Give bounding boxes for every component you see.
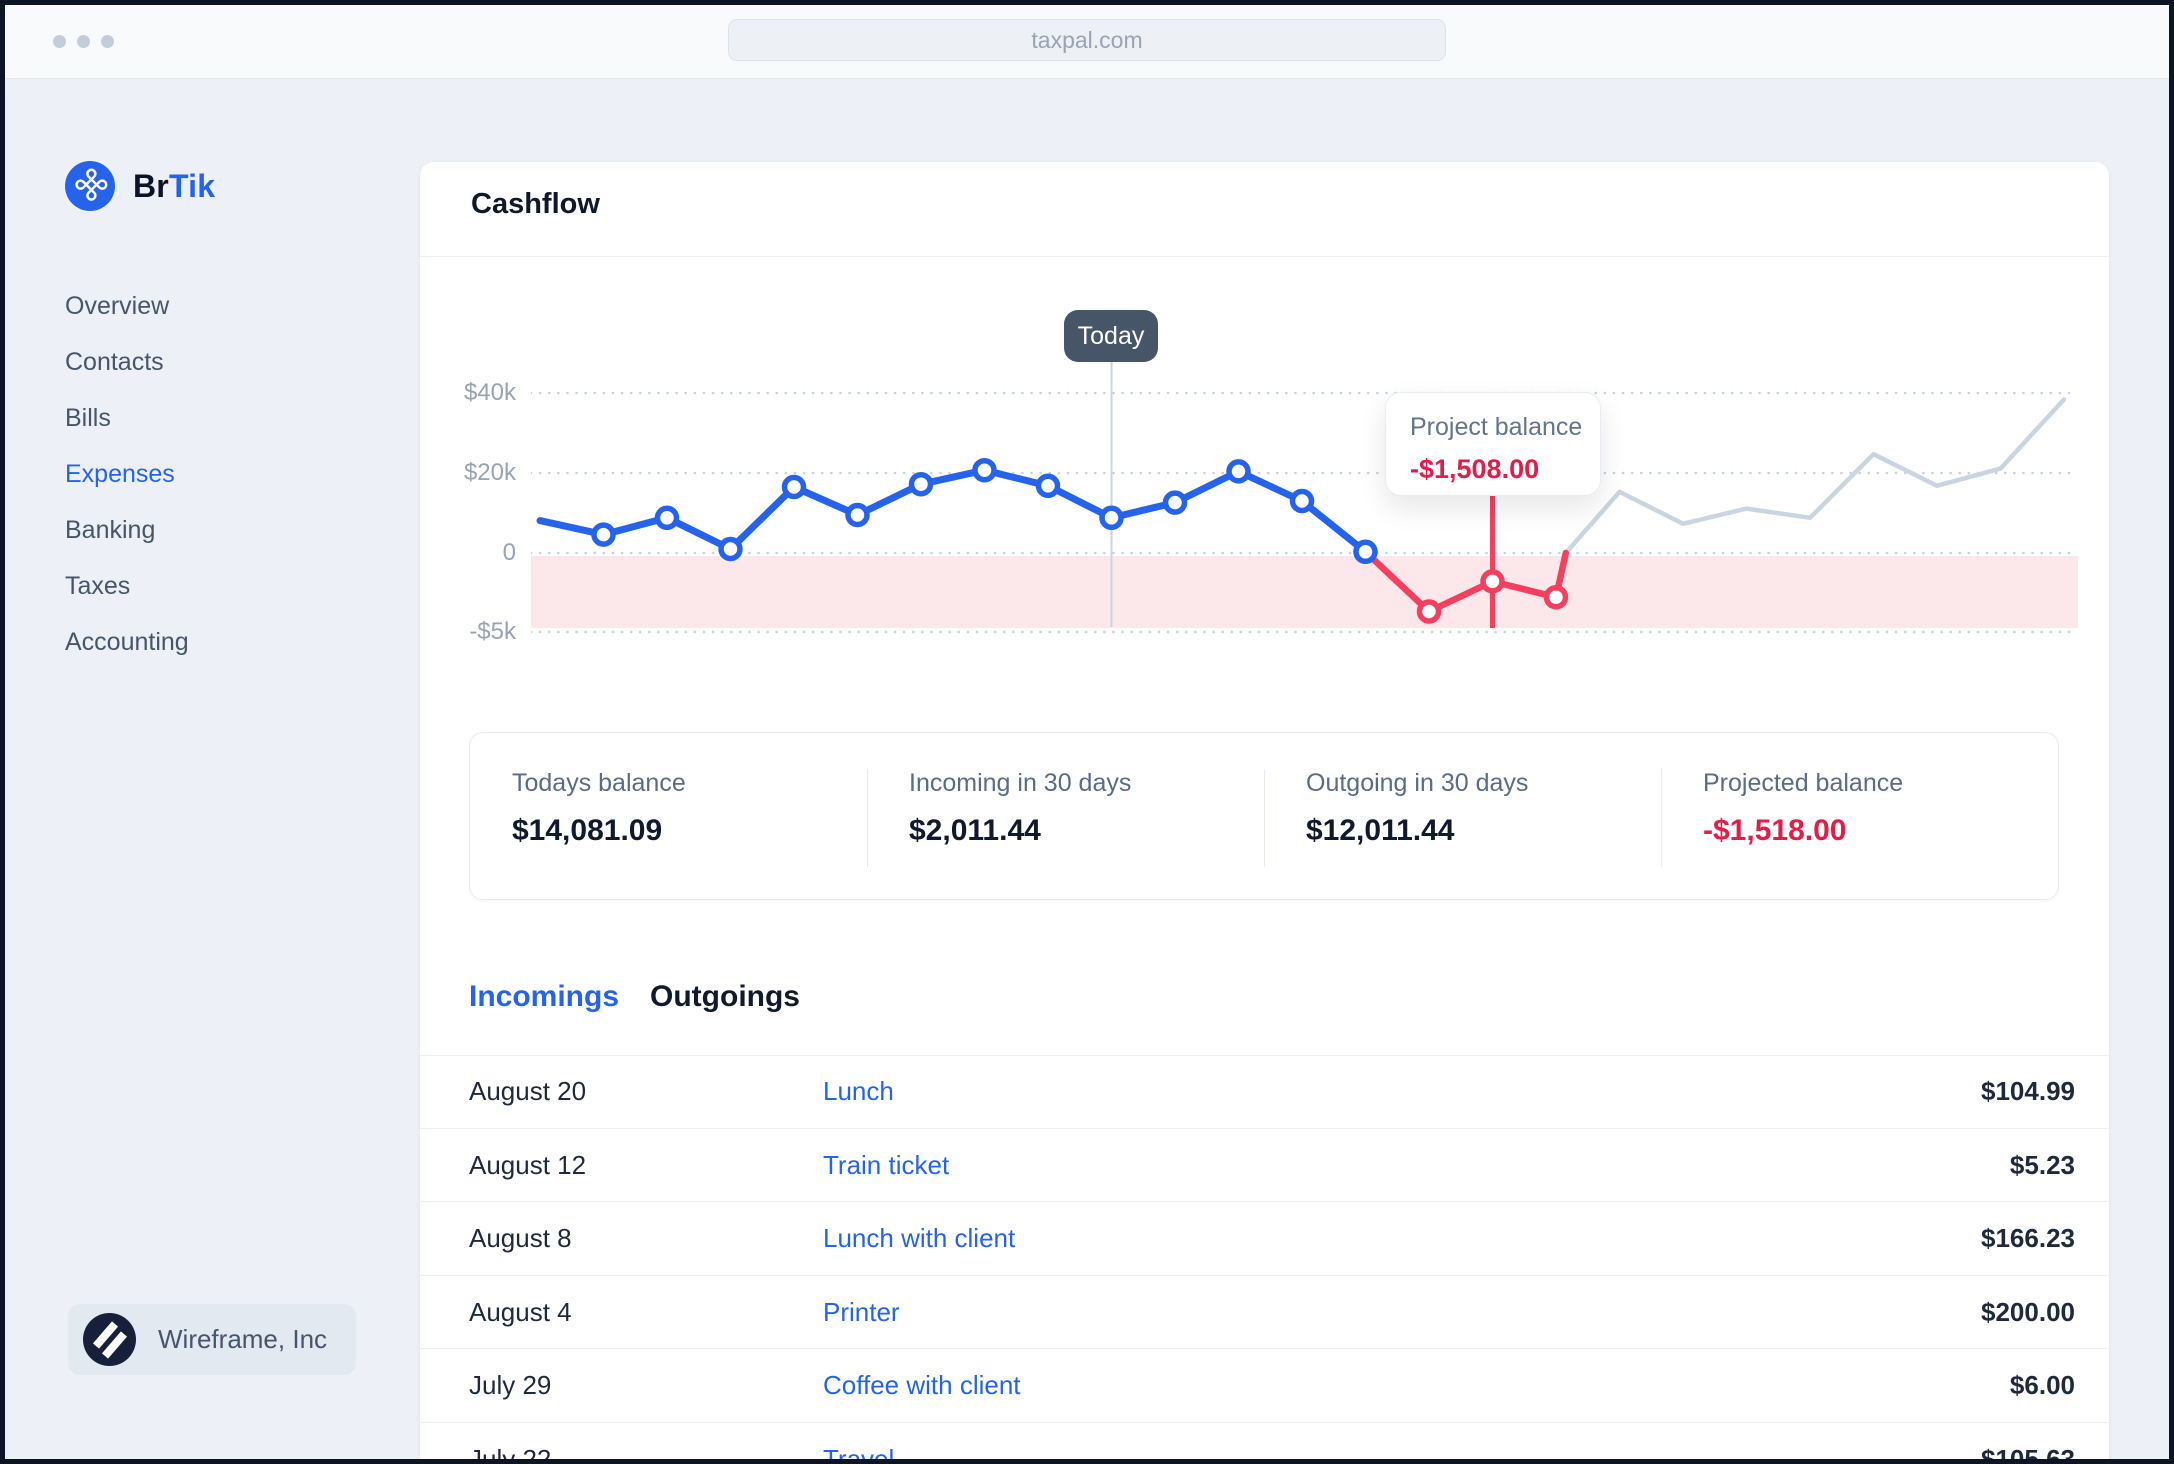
sidebar-nav-item[interactable]: Taxes (65, 558, 189, 614)
sidebar-nav: Overview Contacts Bills Expenses Banking… (65, 278, 189, 670)
sidebar-nav-item[interactable]: Contacts (65, 334, 189, 390)
sidebar-nav-item[interactable]: Accounting (65, 614, 189, 670)
address-bar-url: taxpal.com (1031, 26, 1143, 53)
transaction-amount: $166.23 (1981, 1223, 2075, 1253)
stat-label: Projected balance (1703, 769, 1904, 797)
sidebar-nav-item-label: Expenses (65, 459, 175, 488)
window-control-dot[interactable] (53, 35, 66, 48)
tabs-divider (420, 1055, 2109, 1056)
transactions-tabs: Incomings Outgoings (469, 980, 800, 1014)
address-bar[interactable]: taxpal.com (728, 19, 1446, 61)
transaction-row[interactable]: July 22 Travel $105.63 (420, 1423, 2109, 1464)
transaction-amount: $5.23 (2009, 1149, 2075, 1180)
stat-cell: Outgoing in 30 days $12,011.44 (1264, 733, 1661, 899)
transaction-date: August 8 (469, 1223, 572, 1253)
sidebar-nav-item[interactable]: Bills (65, 390, 189, 446)
brand-logo-icon: ⌘ (64, 160, 116, 212)
transaction-date: July 29 (469, 1370, 552, 1400)
transaction-date: August 12 (469, 1149, 587, 1180)
sidebar-nav-item-label: Taxes (65, 571, 131, 600)
card-header-divider (420, 256, 2109, 257)
y-axis-tick: -$5k (469, 618, 516, 645)
transaction-date: August 4 (469, 1296, 572, 1327)
stat-cell: Projected balance -$1,518.00 (1661, 733, 2058, 899)
sidebar-nav-item[interactable]: Expenses (65, 446, 189, 502)
window-controls[interactable] (53, 35, 114, 48)
organization-switcher[interactable]: Wireframe, Inc (68, 1304, 356, 1375)
browser-bar: taxpal.com (0, 0, 2174, 79)
sidebar-nav-item[interactable]: Banking (65, 502, 189, 558)
y-axis-tick: 0 (502, 539, 516, 566)
sidebar-nav-item-label: Banking (65, 515, 156, 544)
transaction-date: July 22 (469, 1443, 552, 1464)
transaction-link[interactable]: Lunch (823, 1076, 894, 1106)
tooltip-title: Project balance (1410, 413, 1583, 441)
stat-label: Incoming in 30 days (909, 769, 1132, 797)
stat-label: Outgoing in 30 days (1306, 769, 1529, 797)
stat-value: $12,011.44 (1306, 814, 1455, 847)
summary-stats: Todays balance $14,081.09 Incoming in 30… (469, 732, 2059, 900)
organization-logo-icon (83, 1313, 136, 1366)
tab[interactable]: Outgoings (650, 980, 800, 1014)
transaction-amount: $6.00 (2009, 1370, 2075, 1400)
tooltip-value: -$1,508.00 (1410, 454, 1540, 484)
brand[interactable]: ⌘ BrTik (64, 160, 216, 212)
transaction-amount: $200.00 (1981, 1296, 2075, 1327)
stat-value: $2,011.44 (909, 814, 1041, 847)
stat-value: -$1,518.00 (1703, 814, 1847, 847)
stat-label: Todays balance (512, 769, 686, 797)
cashflow-chart-svg (531, 362, 2078, 634)
transaction-link[interactable]: Coffee with client (823, 1370, 1021, 1400)
transaction-row[interactable]: August 8 Lunch with client $166.23 (420, 1202, 2109, 1276)
stat-value: $14,081.09 (512, 814, 663, 847)
transaction-link[interactable]: Train ticket (823, 1149, 950, 1180)
transaction-link[interactable]: Travel (823, 1443, 895, 1464)
sidebar-nav-item-label: Overview (65, 291, 170, 320)
card-title: Cashflow (471, 188, 600, 220)
window-control-dot[interactable] (77, 35, 90, 48)
transaction-amount: $104.99 (1981, 1076, 2075, 1106)
transaction-amount: $105.63 (1981, 1443, 2075, 1464)
tab-label: Incomings (469, 980, 620, 1013)
brand-name: BrTik (133, 167, 216, 204)
transaction-link[interactable]: Printer (823, 1296, 900, 1327)
tab[interactable]: Incomings (469, 980, 619, 1014)
window-control-dot[interactable] (101, 35, 114, 48)
sidebar-nav-item-label: Contacts (65, 347, 164, 376)
transaction-row[interactable]: July 29 Coffee with client $6.00 (420, 1349, 2109, 1423)
transactions-table: August 20 Lunch $104.99 August 12 Train … (420, 1055, 2109, 1464)
sidebar-nav-item-label: Accounting (65, 627, 189, 656)
transaction-row[interactable]: August 4 Printer $200.00 (420, 1276, 2109, 1349)
stat-cell: Incoming in 30 days $2,011.44 (867, 733, 1264, 899)
stat-cell: Todays balance $14,081.09 (470, 733, 867, 899)
organization-name: Wireframe, Inc (158, 1324, 328, 1354)
transaction-date: August 20 (469, 1076, 587, 1106)
transaction-link[interactable]: Lunch with client (823, 1223, 1016, 1253)
projected-balance-tooltip: Project balance -$1,508.00 (1385, 392, 1601, 496)
transaction-row[interactable]: August 20 Lunch $104.99 (420, 1055, 2109, 1129)
y-axis-tick: $20k (463, 459, 516, 486)
sidebar-nav-item[interactable]: Overview (65, 278, 189, 334)
transaction-row[interactable]: August 12 Train ticket $5.23 (420, 1129, 2109, 1202)
sidebar-nav-item-label: Bills (65, 403, 111, 432)
today-marker-badge: Today (1064, 310, 1158, 362)
y-axis-tick: $40k (463, 379, 516, 406)
tab-label: Outgoings (650, 980, 800, 1013)
cashflow-card: Cashflow $40k $20k 0 -$5k Today Project … (420, 162, 2109, 1464)
